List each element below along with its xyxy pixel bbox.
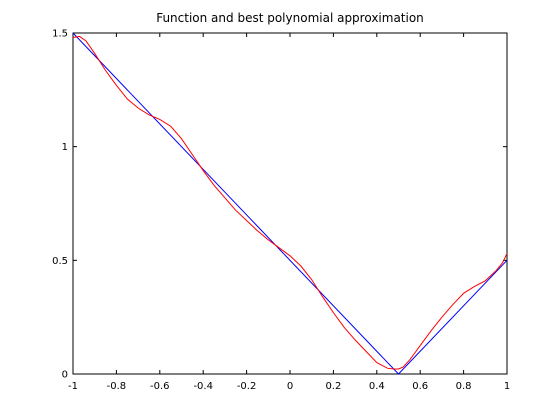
y-axis: 0 0.5 1 1.5 bbox=[52, 29, 507, 381]
series-line-2 bbox=[72, 35, 508, 370]
y-tick-label: 0 bbox=[62, 370, 68, 381]
y-tick-label: 1 bbox=[62, 142, 68, 153]
x-tick-label: -1 bbox=[68, 381, 78, 392]
x-tick-label: 0.6 bbox=[412, 381, 428, 392]
x-tick-label: -0.4 bbox=[193, 381, 213, 392]
y-tick-label: 1.5 bbox=[52, 29, 68, 40]
x-tick-label: -0.2 bbox=[237, 381, 257, 392]
x-axis: -1 -0.8 -0.6 -0.4 -0.2 0 0.2 0.4 0.6 0.8 1 bbox=[68, 33, 510, 392]
series-line-1 bbox=[72, 32, 508, 375]
x-tick-label: 0 bbox=[287, 381, 293, 392]
y-tick-label: 0.5 bbox=[52, 256, 68, 267]
x-tick-label: 0.2 bbox=[325, 381, 341, 392]
x-tick-label: 0.4 bbox=[369, 381, 385, 392]
chart-title: Function and best polynomial approximati… bbox=[156, 11, 424, 25]
plot-frame bbox=[72, 32, 508, 375]
x-tick-label: 0.8 bbox=[456, 381, 472, 392]
x-tick-label: -0.6 bbox=[150, 381, 170, 392]
series-layer bbox=[72, 32, 508, 375]
x-tick-label: 1 bbox=[504, 381, 510, 392]
x-tick-label: -0.8 bbox=[107, 381, 127, 392]
